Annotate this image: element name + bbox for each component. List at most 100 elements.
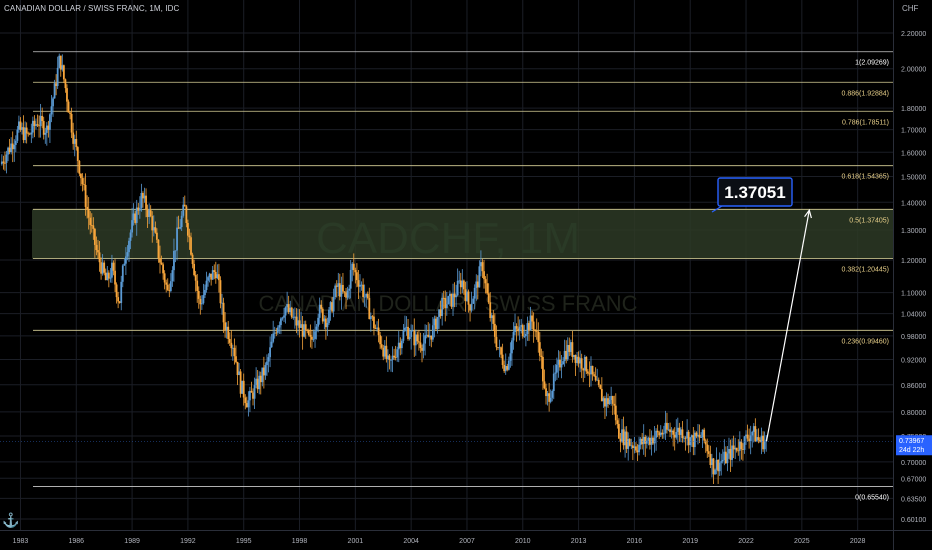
candle-body bbox=[754, 426, 757, 442]
candle-body bbox=[338, 283, 341, 297]
candle-body bbox=[734, 447, 737, 450]
candle-body bbox=[275, 332, 278, 334]
candle-body bbox=[28, 133, 31, 135]
candle-body bbox=[456, 280, 459, 296]
fib-label: 0.886(1.92884) bbox=[842, 90, 889, 97]
candle-body bbox=[354, 270, 357, 273]
candle-body bbox=[388, 355, 391, 360]
candle-body bbox=[574, 354, 577, 363]
candle-body bbox=[712, 458, 715, 475]
candle-body bbox=[56, 67, 59, 86]
candle-body bbox=[337, 283, 340, 287]
candle-body bbox=[678, 427, 681, 435]
candle-body bbox=[359, 284, 361, 287]
candle-body bbox=[362, 284, 364, 298]
candle-body bbox=[45, 125, 48, 133]
candle-body bbox=[30, 132, 33, 135]
candle-body bbox=[537, 331, 540, 343]
candle-body bbox=[393, 355, 395, 358]
candle-body bbox=[680, 429, 682, 435]
candle-body bbox=[66, 88, 68, 102]
candle-body bbox=[262, 367, 265, 376]
candle-body bbox=[430, 335, 433, 340]
candle-body bbox=[80, 173, 82, 179]
price-tick-label: 1.80000 bbox=[901, 106, 926, 113]
candle-body bbox=[600, 388, 603, 402]
candle-body bbox=[269, 347, 271, 358]
candle-body bbox=[67, 101, 70, 113]
candle-body bbox=[200, 303, 203, 305]
candle-body bbox=[571, 342, 574, 357]
candle-body bbox=[165, 282, 168, 285]
year-tick-label: 2004 bbox=[403, 538, 419, 545]
candle-body bbox=[199, 298, 202, 305]
year-tick-label: 1983 bbox=[13, 538, 29, 545]
candle-body bbox=[52, 98, 54, 107]
candle-body bbox=[469, 304, 471, 311]
candle-body bbox=[421, 348, 423, 351]
candle-body bbox=[112, 262, 115, 271]
candle-body bbox=[109, 277, 112, 279]
candle-body bbox=[194, 275, 197, 281]
candle-body bbox=[433, 318, 436, 326]
candle-body bbox=[458, 280, 461, 282]
candle-body bbox=[98, 252, 101, 263]
candle-body bbox=[608, 399, 611, 405]
candle-body bbox=[521, 325, 524, 337]
candle-body bbox=[428, 335, 431, 338]
candle-body bbox=[473, 287, 476, 299]
candle-body bbox=[210, 273, 213, 280]
year-tick-label: 2001 bbox=[348, 538, 364, 545]
candle-body bbox=[307, 330, 310, 335]
candle-body bbox=[174, 250, 177, 252]
candle-body bbox=[303, 324, 306, 337]
candle-body bbox=[190, 237, 192, 255]
candle-body bbox=[53, 83, 56, 99]
candle-body bbox=[227, 326, 230, 340]
candle-body bbox=[602, 398, 605, 402]
candle-body bbox=[360, 284, 363, 286]
candle-body bbox=[297, 320, 299, 326]
candle-body bbox=[235, 356, 237, 362]
candle-body bbox=[211, 270, 214, 280]
candle-body bbox=[441, 297, 444, 316]
candle-body bbox=[396, 349, 399, 358]
candle-body bbox=[751, 431, 754, 436]
candle-body bbox=[312, 338, 315, 340]
candle-body bbox=[377, 327, 380, 336]
candle-body bbox=[545, 388, 547, 397]
candle-body bbox=[13, 144, 16, 150]
current-price-badge bbox=[896, 435, 932, 456]
candle-body bbox=[459, 280, 462, 288]
candle-body bbox=[599, 385, 602, 389]
tradingview-logo-icon[interactable]: ⚓ bbox=[2, 512, 20, 528]
projection-arrow: 1.37051 bbox=[711, 177, 812, 442]
candle-body bbox=[27, 133, 30, 135]
candle-body bbox=[562, 361, 564, 365]
candle-body bbox=[701, 429, 704, 438]
candle-body bbox=[182, 204, 185, 216]
candle-body bbox=[157, 239, 160, 259]
candle-body bbox=[314, 331, 316, 339]
candle-body bbox=[546, 393, 549, 397]
candle-body bbox=[447, 296, 450, 305]
candle-body bbox=[224, 322, 227, 331]
candle-body bbox=[452, 293, 454, 307]
candle-body bbox=[760, 435, 763, 442]
candle-body bbox=[236, 361, 239, 376]
candle-body bbox=[407, 326, 409, 339]
candle-body bbox=[414, 334, 417, 346]
candle-body bbox=[470, 303, 473, 311]
candle-body bbox=[514, 326, 516, 332]
candle-body bbox=[132, 213, 135, 221]
candle-body bbox=[207, 277, 209, 281]
candle-body bbox=[569, 342, 572, 352]
candle-body bbox=[10, 143, 13, 153]
candle-body bbox=[743, 436, 746, 450]
candle-body bbox=[166, 284, 169, 290]
candle-body bbox=[2, 161, 5, 163]
candle-body bbox=[332, 296, 335, 312]
candle-body bbox=[687, 431, 690, 446]
candle-body bbox=[219, 280, 222, 304]
